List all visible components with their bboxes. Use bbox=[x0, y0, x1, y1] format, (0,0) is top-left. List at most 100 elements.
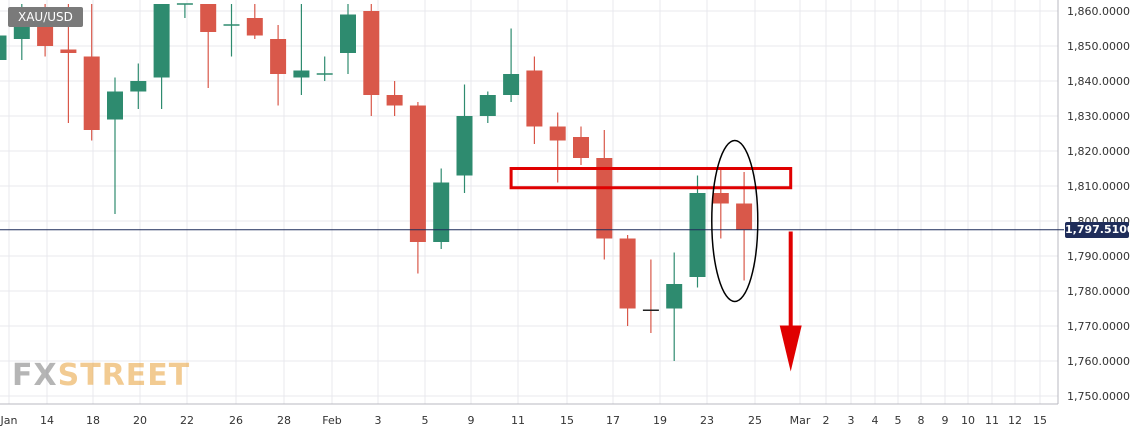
x-tick-label: 3 bbox=[375, 414, 382, 427]
candle-body bbox=[666, 284, 683, 309]
logo-part-street: STREET bbox=[57, 358, 191, 393]
x-tick-label: 15 bbox=[560, 414, 574, 427]
candle-body bbox=[340, 14, 356, 53]
candle-body bbox=[689, 193, 706, 277]
candle-body bbox=[363, 11, 380, 95]
x-tick-label: 5 bbox=[422, 414, 429, 427]
candle-body bbox=[549, 126, 566, 141]
highlight-ellipse bbox=[711, 139, 759, 303]
x-tick-label: 10 bbox=[961, 414, 975, 427]
candle bbox=[270, 25, 287, 106]
y-tick-label: 1,860.0000 bbox=[1067, 5, 1130, 18]
candle bbox=[409, 102, 426, 274]
candle-body bbox=[83, 56, 100, 130]
candle-body bbox=[270, 39, 287, 74]
x-tick-label: 12 bbox=[1008, 414, 1022, 427]
x-tick-label: Jan bbox=[0, 414, 18, 427]
candle bbox=[689, 175, 706, 288]
candle-body bbox=[60, 49, 77, 53]
candle-body bbox=[456, 116, 473, 176]
logo-part-fx: FX bbox=[12, 358, 58, 393]
x-tick-label: 2 bbox=[823, 414, 830, 427]
candle bbox=[153, 4, 170, 109]
y-tick-label: 1,780.0000 bbox=[1067, 285, 1130, 298]
x-tick-label: 17 bbox=[606, 414, 620, 427]
resistance-zone-box bbox=[509, 167, 793, 190]
candle bbox=[316, 56, 333, 81]
candle-body bbox=[619, 238, 636, 309]
x-tick-label: 4 bbox=[872, 414, 879, 427]
x-tick-label: 3 bbox=[848, 414, 855, 427]
y-tick-label: 1,750.0000 bbox=[1067, 390, 1130, 403]
y-tick-label: 1,760.0000 bbox=[1067, 355, 1130, 368]
candle-body bbox=[526, 70, 543, 127]
grid-layer bbox=[0, 0, 1058, 404]
x-tick-label: 11 bbox=[985, 414, 999, 427]
x-tick-label: 9 bbox=[468, 414, 475, 427]
candle bbox=[107, 77, 123, 214]
y-tick-label: 1,840.0000 bbox=[1067, 75, 1130, 88]
x-tick-label: Feb bbox=[322, 414, 341, 427]
candle bbox=[223, 4, 240, 57]
candle bbox=[83, 4, 100, 141]
candle-body bbox=[200, 4, 217, 32]
candle-body bbox=[0, 35, 7, 60]
candle-body bbox=[712, 193, 729, 204]
candle bbox=[340, 4, 356, 74]
x-tick-label: 9 bbox=[942, 414, 949, 427]
x-tick-label: 19 bbox=[653, 414, 667, 427]
symbol-label: XAU/USD bbox=[8, 7, 83, 27]
candle bbox=[479, 91, 496, 123]
candle bbox=[526, 56, 543, 144]
x-tick-label: 15 bbox=[1033, 414, 1047, 427]
x-tick-label: 14 bbox=[40, 414, 54, 427]
candle bbox=[130, 63, 147, 109]
candle-body bbox=[736, 203, 753, 230]
candle-body bbox=[130, 81, 147, 92]
candle bbox=[293, 4, 310, 95]
candle bbox=[596, 130, 613, 260]
candle bbox=[549, 112, 566, 183]
candle-body bbox=[573, 137, 589, 158]
down-arrow-head bbox=[779, 325, 802, 372]
x-tick-label: 18 bbox=[86, 414, 100, 427]
x-tick-label: 20 bbox=[133, 414, 147, 427]
candle-layer bbox=[0, 3, 753, 361]
candle-body bbox=[479, 95, 496, 116]
candle-body bbox=[409, 105, 426, 242]
candle bbox=[433, 168, 450, 249]
x-tick-label: 22 bbox=[180, 414, 194, 427]
x-tick-label: 8 bbox=[918, 414, 925, 427]
x-tick-label: 26 bbox=[229, 414, 243, 427]
candle-body bbox=[433, 182, 450, 242]
x-tick-label: 5 bbox=[895, 414, 902, 427]
candle bbox=[0, 35, 7, 60]
y-tick-label: 1,810.0000 bbox=[1067, 180, 1130, 193]
candle bbox=[176, 3, 193, 18]
brand-logo: FXSTREET bbox=[12, 358, 190, 393]
candle bbox=[666, 252, 683, 361]
annotation-layer bbox=[0, 139, 1064, 372]
candle-body bbox=[246, 18, 263, 36]
candle-body bbox=[503, 74, 520, 95]
candle bbox=[573, 126, 589, 165]
x-tick-label: 25 bbox=[748, 414, 762, 427]
candle-body bbox=[596, 158, 613, 239]
candle-body bbox=[386, 95, 403, 106]
y-tick-label: 1,790.0000 bbox=[1067, 250, 1130, 263]
candle bbox=[712, 168, 729, 239]
x-tick-label: Mar bbox=[790, 414, 811, 427]
candle bbox=[200, 4, 217, 88]
last-price-badge: 1,797.5100 bbox=[1065, 222, 1133, 238]
candle bbox=[619, 235, 636, 326]
candle bbox=[503, 28, 520, 102]
x-tick-label: 23 bbox=[700, 414, 714, 427]
x-tick-label: 28 bbox=[277, 414, 291, 427]
y-tick-label: 1,820.0000 bbox=[1067, 145, 1130, 158]
candle bbox=[642, 259, 659, 333]
x-tick-label: 11 bbox=[511, 414, 525, 427]
candle bbox=[363, 4, 380, 116]
